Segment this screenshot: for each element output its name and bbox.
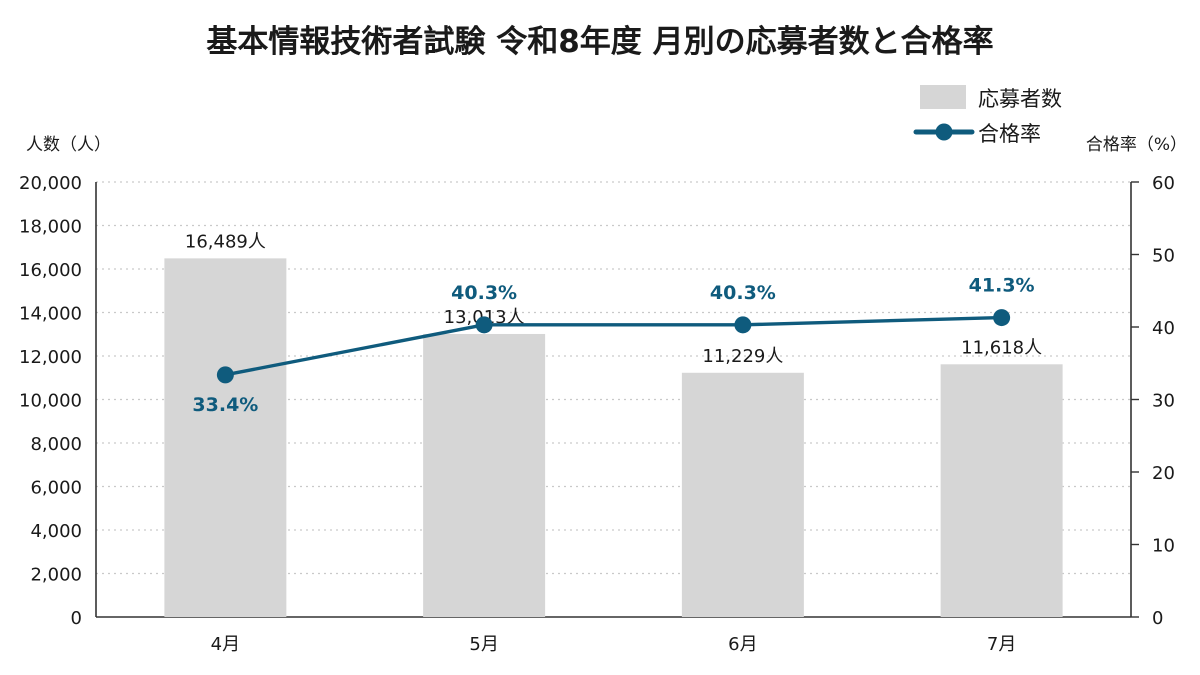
bar-value-label: 11,229人 [702, 346, 783, 367]
right-tick-label: 60 [1152, 173, 1175, 194]
right-tick-label: 50 [1152, 246, 1175, 267]
legend-bar-label: 応募者数 [978, 87, 1062, 111]
x-tick-label: 7月 [987, 634, 1016, 655]
left-tick-label: 14,000 [19, 304, 82, 325]
x-tick-label: 4月 [211, 634, 240, 655]
chart-title: 基本情報技術者試験 令和8年度 月別の応募者数と合格率 [206, 24, 993, 60]
left-tick-label: 18,000 [19, 217, 82, 238]
x-tick-label: 5月 [469, 634, 498, 655]
right-tick-label: 0 [1152, 608, 1163, 629]
bar-4 [940, 364, 1063, 617]
pass-rate-point [734, 316, 752, 334]
left-tick-label: 20,000 [19, 173, 82, 194]
bar-3 [681, 372, 804, 617]
legend-line-label: 合格率 [978, 122, 1041, 146]
left-tick-label: 12,000 [19, 347, 82, 368]
pass-rate-point [216, 366, 234, 384]
legend: 応募者数 合格率 [913, 85, 1062, 146]
bar-1 [164, 258, 287, 617]
left-axis-title: 人数（人） [26, 135, 111, 155]
left-tick-label: 8,000 [30, 434, 82, 455]
pass-rate-label: 40.3% [451, 282, 517, 304]
left-tick-label: 6,000 [30, 478, 82, 499]
pass-rate-line [223, 315, 1004, 377]
left-tick-label: 2,000 [30, 565, 82, 586]
pass-rate-label: 41.3% [969, 275, 1035, 297]
legend-bar-swatch [920, 85, 966, 109]
right-axis-title: 合格率（%） [1086, 135, 1187, 155]
pass-rate-point [993, 309, 1011, 327]
left-tick-label: 4,000 [30, 521, 82, 542]
right-tick-label: 20 [1152, 463, 1175, 484]
x-tick-label: 6月 [728, 634, 757, 655]
left-tick-label: 0 [71, 608, 82, 629]
bar-value-label: 16,489人 [185, 231, 266, 252]
right-tick-label: 10 [1152, 536, 1175, 557]
right-tick-label: 30 [1152, 391, 1175, 412]
plot-layer: 0 2,000 4,000 6,000 8,000 10,000 12,000 14,000 1… [19, 173, 1175, 655]
pass-rate-label: 33.4% [192, 394, 258, 416]
pass-rate-label: 40.3% [710, 282, 776, 304]
bar-2 [423, 333, 546, 617]
bar-value-label: 11,618人 [961, 337, 1042, 358]
left-tick-label: 10,000 [19, 391, 82, 412]
left-tick-label: 16,000 [19, 260, 82, 281]
legend-line-marker [935, 123, 953, 141]
pass-rate-point [475, 316, 493, 334]
right-tick-label: 40 [1152, 318, 1175, 339]
